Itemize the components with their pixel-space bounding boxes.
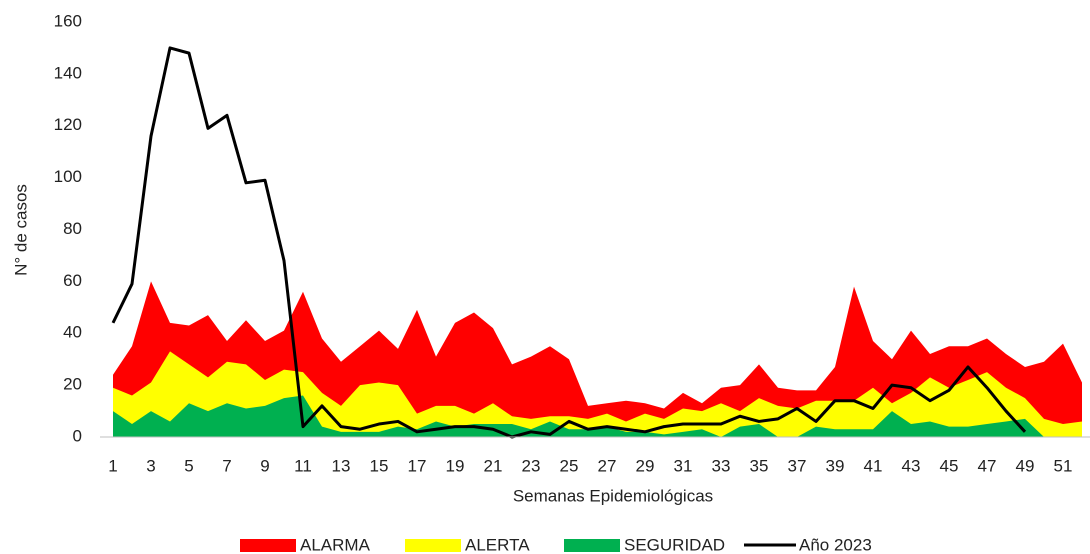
x-tick-label: 1 bbox=[108, 456, 117, 475]
x-tick-label: 5 bbox=[184, 456, 193, 475]
y-tick-label: 120 bbox=[54, 115, 82, 134]
legend-swatch bbox=[240, 539, 296, 552]
x-tick-label: 11 bbox=[294, 456, 312, 475]
x-tick-label: 27 bbox=[598, 456, 617, 475]
area bbox=[113, 351, 1082, 437]
y-tick-label: 140 bbox=[54, 63, 82, 82]
legend-label: ALARMA bbox=[300, 535, 371, 554]
x-tick-label: 33 bbox=[712, 456, 731, 475]
x-tick-label: 45 bbox=[940, 456, 959, 475]
x-tick-label: 37 bbox=[788, 456, 807, 475]
x-tick-label: 23 bbox=[522, 456, 541, 475]
x-tick-label: 41 bbox=[864, 456, 883, 475]
y-tick-label: 40 bbox=[63, 323, 82, 342]
x-tick-label: 39 bbox=[826, 456, 845, 475]
x-tick-label: 17 bbox=[408, 456, 427, 475]
y-tick-label: 0 bbox=[73, 426, 82, 445]
x-tick-label: 13 bbox=[332, 456, 351, 475]
x-tick-label: 31 bbox=[674, 456, 693, 475]
legend-label: SEGURIDAD bbox=[624, 535, 725, 554]
y-tick-label: 80 bbox=[63, 219, 82, 238]
y-axis-title: N° de casos bbox=[11, 184, 30, 276]
x-tick-label: 15 bbox=[370, 456, 389, 475]
legend-swatch bbox=[405, 539, 461, 552]
x-tick-label: 7 bbox=[222, 456, 231, 475]
x-tick-label: 43 bbox=[902, 456, 921, 475]
legend-label: Año 2023 bbox=[799, 535, 872, 554]
x-tick-label: 19 bbox=[446, 456, 465, 475]
x-tick-label: 29 bbox=[636, 456, 655, 475]
legend-swatch bbox=[564, 539, 620, 552]
y-tick-label: 20 bbox=[63, 375, 82, 394]
x-tick-label: 25 bbox=[560, 456, 579, 475]
y-tick-label: 60 bbox=[63, 271, 82, 290]
y-tick-label: 100 bbox=[54, 167, 82, 186]
legend-label: ALERTA bbox=[465, 535, 530, 554]
x-tick-label: 51 bbox=[1054, 456, 1073, 475]
x-tick-label: 49 bbox=[1016, 456, 1035, 475]
x-tick-label: 9 bbox=[260, 456, 269, 475]
x-tick-label: 21 bbox=[484, 456, 503, 475]
x-axis-title: Semanas Epidemiológicas bbox=[513, 486, 713, 505]
line bbox=[111, 46, 1027, 439]
x-tick-label: 47 bbox=[978, 456, 997, 475]
y-tick-label: 160 bbox=[54, 11, 82, 30]
x-tick-label: 35 bbox=[750, 456, 769, 475]
x-tick-label: 3 bbox=[146, 456, 155, 475]
